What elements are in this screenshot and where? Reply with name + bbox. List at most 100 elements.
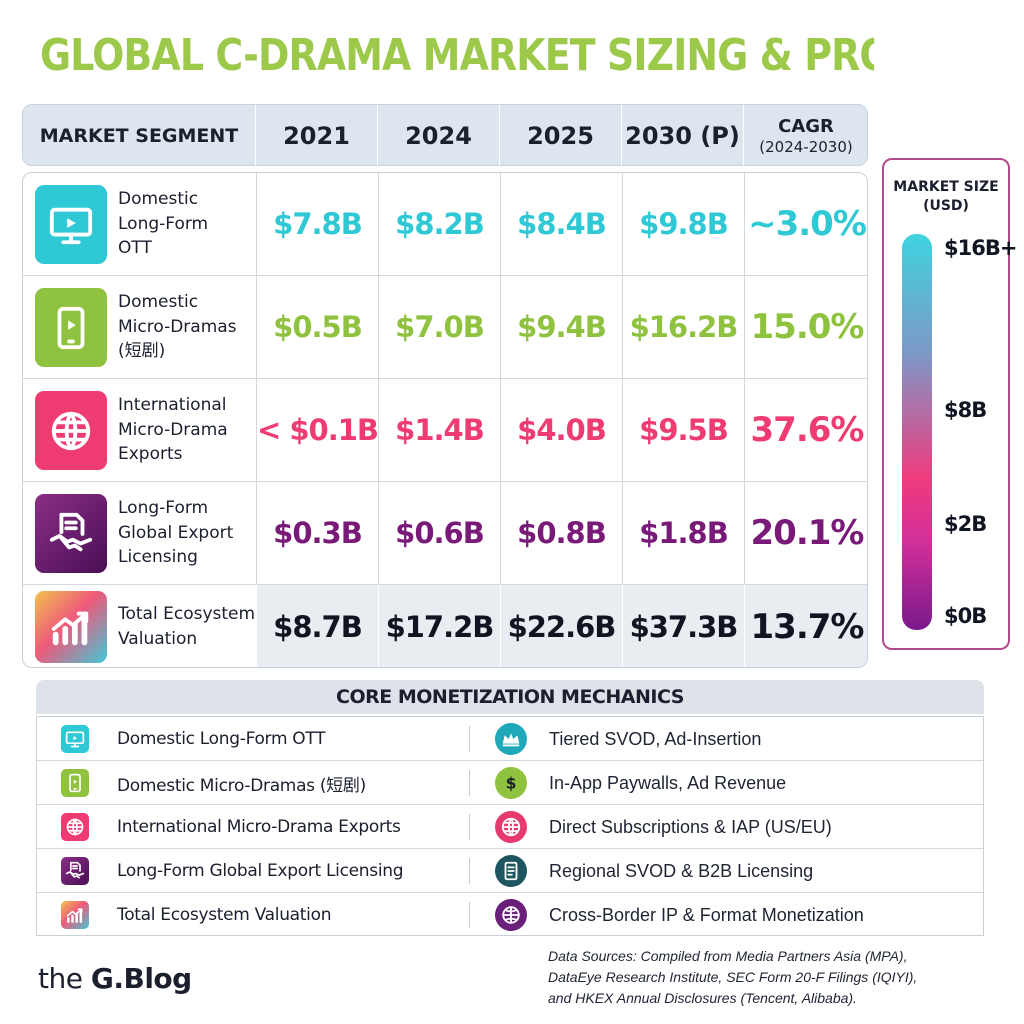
column-divider: [469, 770, 470, 796]
sources-line: Data Sources: Compiled from Media Partne…: [548, 948, 908, 964]
segment-label: International Micro-Drama Exports: [118, 395, 228, 465]
mechanics-method: In-App Paywalls, Ad Revenue: [549, 772, 787, 793]
market-size-legend: MARKET SIZE (USD) $16B+ $8B $2B $0B: [882, 158, 1017, 650]
page-title: GLOBAL C-DRAMA MARKET SIZING & PROJECTIO…: [40, 30, 874, 81]
value-cell: $0.3B: [256, 482, 378, 584]
table-header: MARKET SEGMENT 2021 2024 2025 2030 (P) C…: [22, 104, 868, 167]
mechanics-row: Long-Form Global Export Licensing Regiona…: [37, 849, 983, 893]
mechanics-method: Regional SVOD & B2B Licensing: [549, 860, 814, 881]
value-cell: $0.6B: [378, 482, 500, 584]
header-market-segment: MARKET SEGMENT: [23, 105, 256, 167]
data-sources: Data Sources: Compiled from Media Partne…: [548, 946, 988, 1009]
column-divider: [469, 814, 470, 840]
value-cell: $4.0B: [500, 379, 622, 481]
market-table: Domestic Long-Form OTT $7.8B $8.2B $8.4B $9.…: [22, 172, 868, 668]
brand-logo: the G.Blog: [38, 962, 192, 995]
globe-icon: [61, 813, 89, 841]
globe-icon: [495, 811, 527, 843]
header-cagr: CAGR (2024-2030): [744, 105, 868, 167]
document-icon: [495, 855, 527, 887]
legend-title-line1: MARKET SIZE: [893, 179, 999, 195]
mechanics-segment: Domestic Micro-Dramas (短剧): [117, 775, 366, 796]
mechanics-method: Tiered SVOD, Ad-Insertion: [549, 728, 762, 749]
cagr-cell: 13.7%: [744, 585, 867, 667]
sources-line: DataEye Research Institute, SEC Form 20-…: [548, 969, 918, 985]
legend-gradient-bar: [902, 234, 932, 630]
value-cell: $17.2B: [378, 585, 500, 667]
mechanics-method: Cross-Border IP & Format Monetization: [549, 904, 864, 925]
dollar-icon: $: [495, 767, 527, 799]
cagr-cell: ~3.0%: [744, 173, 867, 275]
smartphone-play-icon: [35, 288, 107, 367]
legend-title: MARKET SIZE (USD): [884, 178, 1008, 216]
column-divider: [469, 858, 470, 884]
segment-label: Domestic Long-Form OTT: [118, 189, 209, 259]
mechanics-row: Total Ecosystem Valuation Cross-Border IP…: [37, 893, 983, 937]
value-cell: $1.4B: [378, 379, 500, 481]
mechanics-segment: Long-Form Global Export Licensing: [117, 861, 404, 881]
cagr-cell: 15.0%: [744, 276, 867, 378]
handshake-contract-icon: [35, 494, 107, 573]
brand-prefix: the: [38, 962, 91, 995]
mechanics-method: Direct Subscriptions & IAP (US/EU): [549, 816, 832, 837]
mechanics-row: Domestic Micro-Dramas (短剧) $ In-App Paywal…: [37, 761, 983, 805]
header-year-2024: 2024: [378, 105, 500, 167]
tv-play-icon: [61, 725, 89, 753]
legend-tick-8b: $8B: [944, 398, 987, 422]
value-cell: $0.8B: [500, 482, 622, 584]
value-cell: $16.2B: [622, 276, 744, 378]
globe-grid-icon: [495, 899, 527, 931]
brand-name: G.Blog: [90, 962, 192, 995]
header-year-2021: 2021: [256, 105, 378, 167]
header-year-2030p: 2030 (P): [622, 105, 744, 167]
mechanics-title: CORE MONETIZATION MECHANICS: [36, 680, 984, 714]
header-cagr-period: (2024-2030): [759, 137, 853, 156]
table-row: Total Ecosystem Valuation $8.7B $17.2B $22.…: [23, 585, 867, 667]
segment-label: Total Ecosystem Valuation: [118, 604, 256, 649]
header-year-2025: 2025: [500, 105, 622, 167]
handshake-contract-icon: [61, 857, 89, 885]
segment-label: Domestic Micro-Dramas (短剧): [118, 292, 237, 362]
table-row: International Micro-Drama Exports < $0.1B…: [23, 379, 867, 482]
value-cell: $37.3B: [622, 585, 744, 667]
value-cell: $7.8B: [256, 173, 378, 275]
table-row: Domestic Micro-Dramas (短剧) $0.5B $7.0B $9.4…: [23, 276, 867, 379]
mechanics-row: Domestic Long-Form OTT Tiered SVOD, Ad-In…: [37, 717, 983, 761]
value-cell: $8.7B: [256, 585, 378, 667]
crown-icon: [495, 723, 527, 755]
sources-line: and HKEX Annual Disclosures (Tencent, Al…: [548, 990, 857, 1006]
legend-tick-16b: $16B+: [944, 236, 1017, 260]
table-row: Long-Form Global Export Licensing $0.3B $0…: [23, 482, 867, 585]
growth-chart-icon: [61, 901, 89, 929]
tv-play-icon: [35, 185, 107, 264]
value-cell: $0.5B: [256, 276, 378, 378]
cagr-cell: 37.6%: [744, 379, 867, 481]
legend-tick-2b: $2B: [944, 512, 987, 536]
mechanics-table: Domestic Long-Form OTT Tiered SVOD, Ad-In…: [36, 716, 984, 936]
smartphone-play-icon: [61, 769, 89, 797]
table-row: Domestic Long-Form OTT $7.8B $8.2B $8.4B $9.…: [23, 173, 867, 276]
value-cell: $8.4B: [500, 173, 622, 275]
legend-title-line2: (USD): [923, 197, 969, 214]
mechanics-segment: International Micro-Drama Exports: [117, 817, 401, 837]
column-divider: [469, 726, 470, 752]
value-cell: $9.8B: [622, 173, 744, 275]
value-cell: < $0.1B: [256, 379, 379, 481]
mechanics-segment: Domestic Long-Form OTT: [117, 729, 326, 749]
mechanics-segment: Total Ecosystem Valuation: [117, 905, 332, 925]
legend-tick-0b: $0B: [944, 604, 987, 628]
header-cagr-label: CAGR: [778, 115, 834, 137]
value-cell: $7.0B: [378, 276, 500, 378]
growth-chart-icon: [35, 591, 107, 663]
globe-icon: [35, 391, 107, 470]
value-cell: $1.8B: [622, 482, 744, 584]
cagr-cell: 20.1%: [744, 482, 867, 584]
mechanics-row: International Micro-Drama Exports Direct …: [37, 805, 983, 849]
value-cell: $8.2B: [378, 173, 500, 275]
segment-label: Long-Form Global Export Licensing: [118, 498, 234, 568]
value-cell: $9.5B: [622, 379, 744, 481]
value-cell: $9.4B: [500, 276, 622, 378]
svg-text:$: $: [506, 775, 517, 793]
column-divider: [469, 902, 470, 928]
value-cell: $22.6B: [500, 585, 622, 667]
